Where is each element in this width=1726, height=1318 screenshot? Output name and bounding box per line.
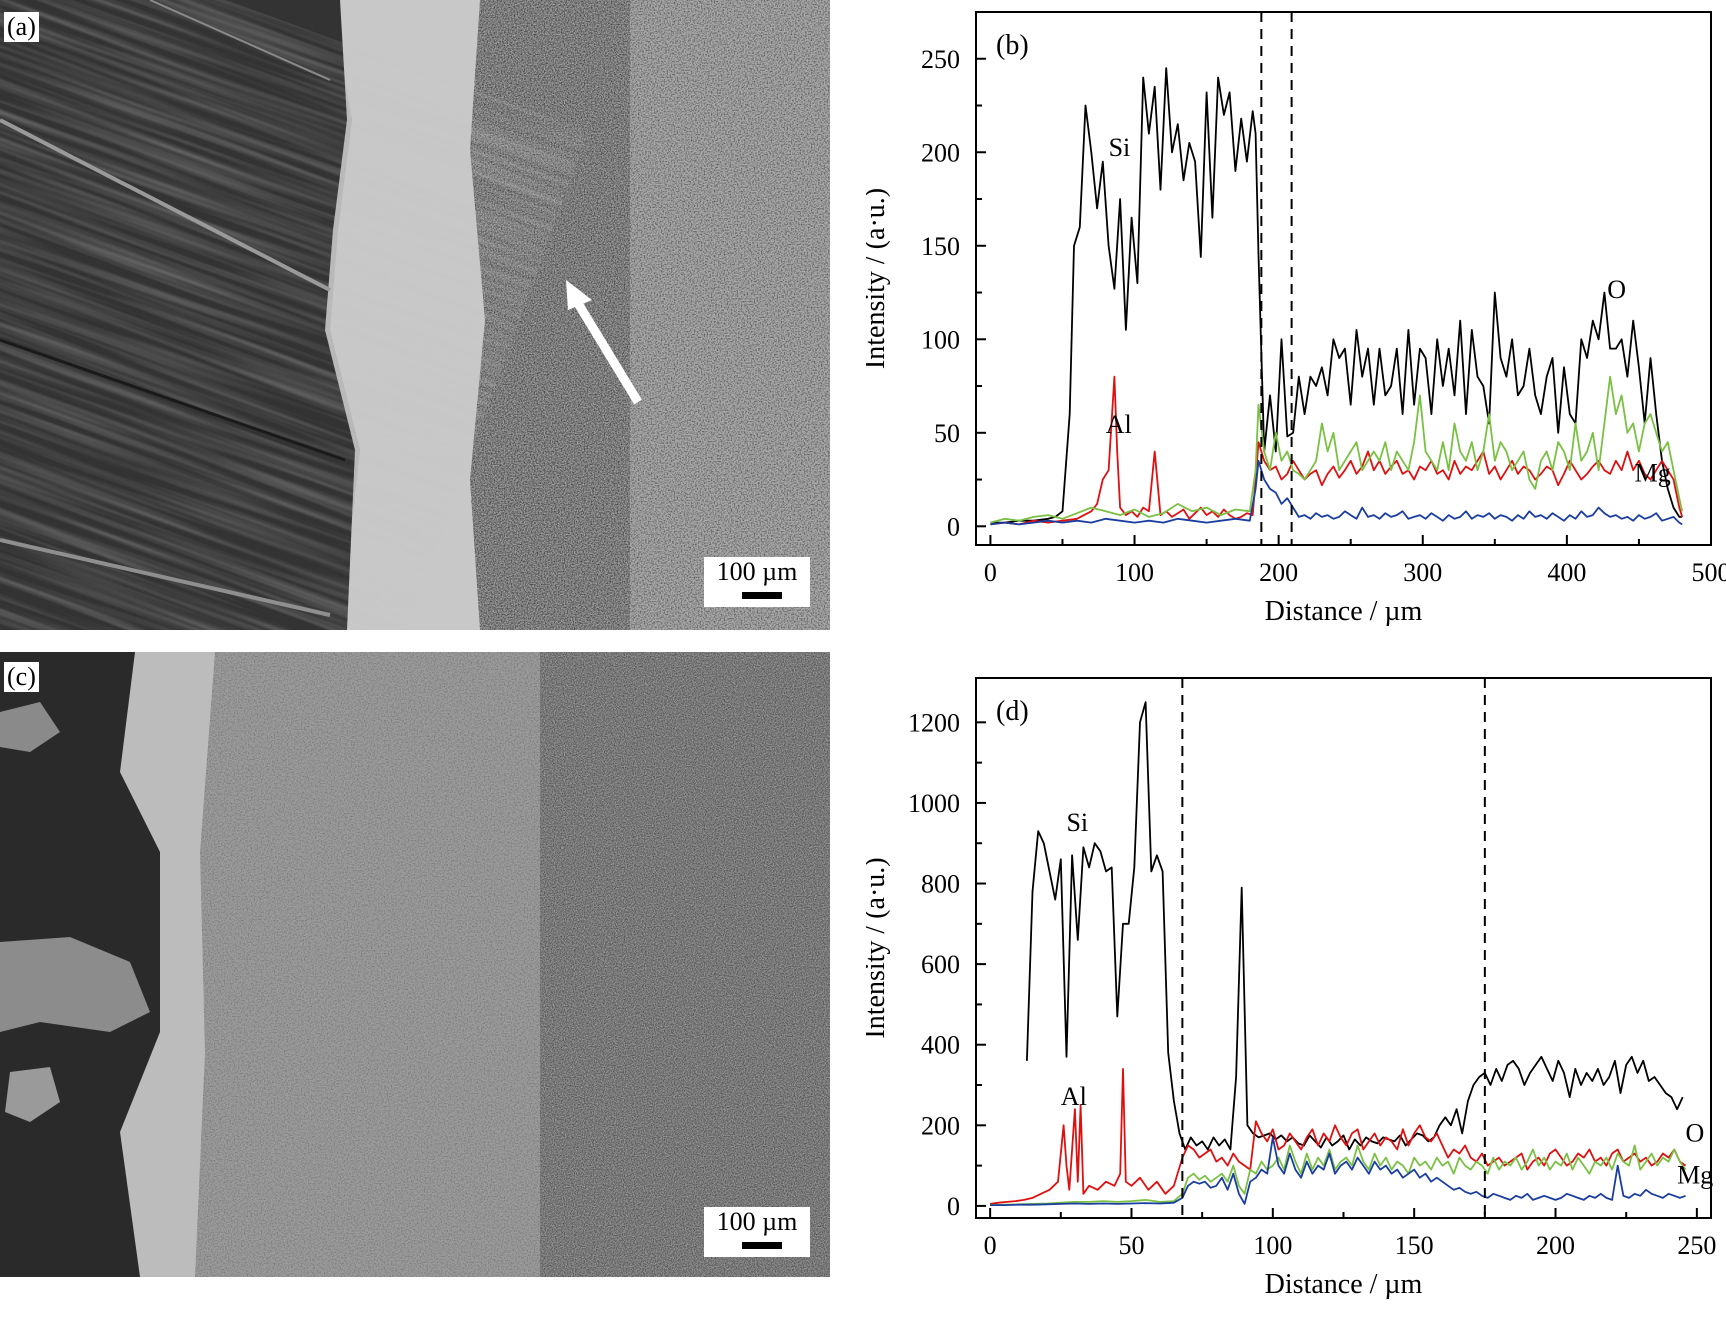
chart-d-ytick-label-400: 400 [921,1031,960,1060]
chart-b-annotation-al: Al [1106,410,1132,439]
chart-d-series-o [990,1144,1687,1206]
chart-d-xtick-label-50: 50 [1118,1231,1144,1260]
chart-b-ytick-label-150: 150 [921,232,960,261]
scalebar-a: 100 µm [704,557,810,607]
chart-b-xtick-label-200: 200 [1259,558,1298,587]
scalebar-c: 100 µm [704,1207,810,1257]
chart-b-panel-label: (b) [996,30,1029,61]
chart-d-y-axis-label: Intensity / (a·u.) [866,857,891,1038]
chart-d-ytick-label-1200: 1200 [908,708,960,737]
chart-d-ytick-label-600: 600 [921,950,960,979]
chart-d-x-axis-label: Distance / µm [1265,1269,1423,1300]
chart-d-ytick-label-800: 800 [921,870,960,899]
chart-b-ytick-label-0: 0 [947,512,960,541]
panel-label-a: (a) [4,12,39,42]
chart-b-xtick-label-500: 500 [1692,558,1726,587]
chart-b-xtick-label-300: 300 [1403,558,1442,587]
panel-label-c: (c) [4,662,39,692]
chart-b-ytick-label-250: 250 [921,45,960,74]
chart-d-series-al [989,1067,1687,1205]
chart-d-annotation-o: O [1686,1118,1705,1147]
chart-d-ytick-label-200: 200 [921,1111,960,1140]
chart-d-series-si [1026,701,1684,1151]
chart-b-xtick-label-400: 400 [1547,558,1586,587]
chart-d-xtick-label-150: 150 [1395,1231,1434,1260]
chart-b-annotation-si: Si [1109,133,1131,162]
scalebar-c-text: 100 µm [716,1207,798,1236]
arrow-marker [566,280,642,405]
chart-b-xtick-label-0: 0 [984,558,997,587]
chart-d: 0 50 100 150 200 250 0 200 400 600 800 1000 1200 Dist… [866,677,1716,1300]
chart-b-x-axis-label: Distance / µm [1265,596,1423,627]
chart-b-y-axis-label: Intensity / (a·u.) [866,188,891,369]
chart-d-annotation-al: Al [1061,1082,1087,1111]
scalebar-a-text: 100 µm [716,557,798,586]
chart-d-xtick-label-250: 250 [1677,1231,1716,1260]
chart-b-series-mg [990,459,1683,526]
sem-image-a [0,0,830,630]
sem-texture-a [0,0,830,630]
chart-d-ytick-label-1000: 1000 [908,789,960,818]
scalebar-c-line [742,1242,782,1249]
chart-b-ytick-label-50: 50 [934,419,960,448]
chart-b-ytick-label-100: 100 [921,325,960,354]
chart-b-annotation-o: O [1607,275,1626,304]
chart-b-plot-frame [975,11,1712,546]
scalebar-a-line [742,592,782,599]
chart-b-xtick-label-100: 100 [1115,558,1154,587]
chart-d-xtick-label-100: 100 [1253,1231,1292,1260]
chart-d-panel-label: (d) [996,696,1029,727]
chart-d-ytick-label-0: 0 [947,1192,960,1221]
chart-d-xtick-label-0: 0 [984,1231,997,1260]
chart-d-series-mg [990,1136,1686,1206]
chart-b-ytick-label-200: 200 [921,138,960,167]
chart-d-annotation-si: Si [1066,808,1088,837]
chart-b-annotation-mg: Mg [1635,458,1671,487]
chart-d-annotation-mg: Mg [1677,1161,1713,1190]
chart-b-series-si [990,67,1683,524]
chart-b: 0 100 200 300 400 500 0 50 100 150 200 250 Distance … [866,11,1726,627]
sem-image-c [0,652,830,1277]
chart-b-series-o [990,375,1684,524]
sem-texture-c [0,652,830,1277]
chart-d-xtick-label-200: 200 [1536,1231,1575,1260]
